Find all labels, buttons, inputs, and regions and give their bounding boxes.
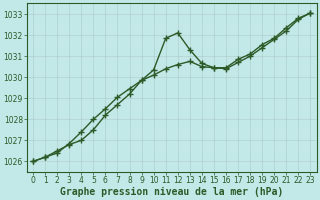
X-axis label: Graphe pression niveau de la mer (hPa): Graphe pression niveau de la mer (hPa) — [60, 186, 284, 197]
